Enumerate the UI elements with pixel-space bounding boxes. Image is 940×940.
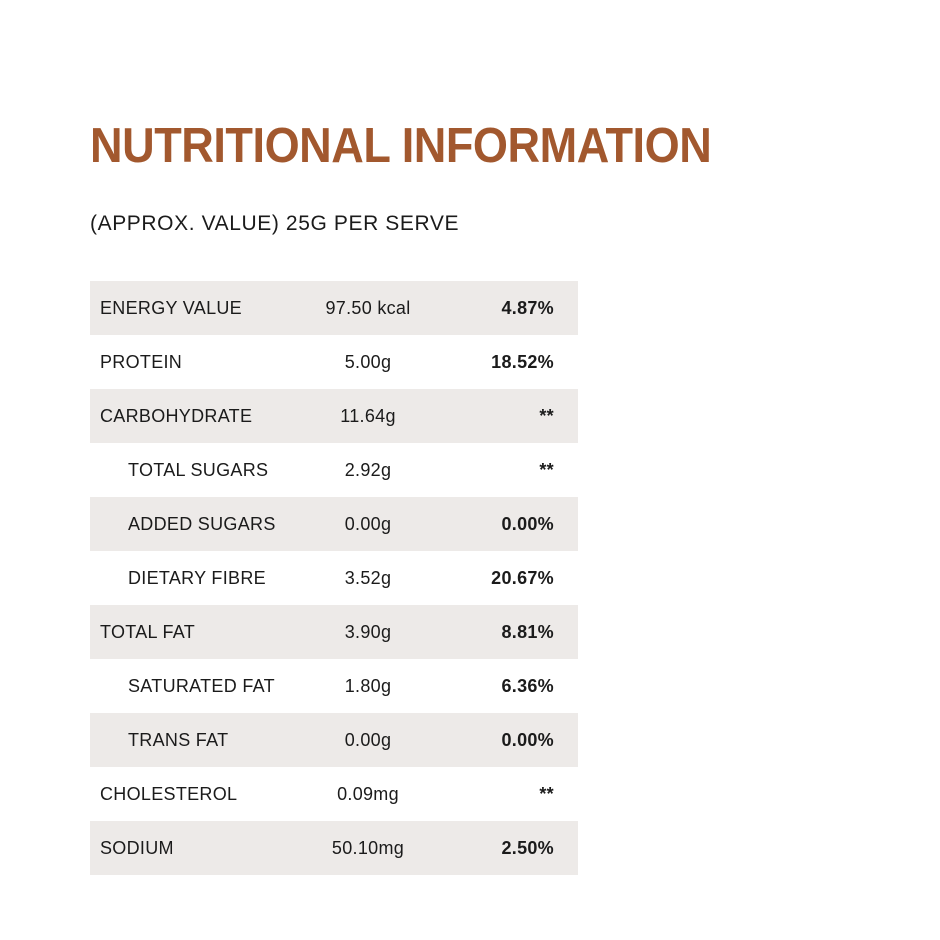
table-row: ENERGY VALUE 97.50 kcal 4.87%	[90, 281, 578, 335]
table-row: CARBOHYDRATE 11.64g **	[90, 389, 578, 443]
nutrition-table: ENERGY VALUE 97.50 kcal 4.87% PROTEIN 5.…	[90, 281, 578, 875]
nutrient-percent: 18.52%	[491, 351, 554, 372]
nutrient-value: 2.92g	[344, 459, 392, 480]
nutrient-label: CHOLESTEROL	[100, 783, 238, 804]
page-title: NUTRITIONAL INFORMATION	[90, 119, 712, 173]
nutrient-label: CARBOHYDRATE	[100, 405, 253, 426]
nutrient-value: 3.90g	[344, 621, 392, 642]
nutrient-percent: **	[539, 459, 554, 480]
nutrient-label: SATURATED FAT	[128, 675, 275, 696]
nutrient-percent: **	[539, 783, 554, 804]
nutrient-value: 0.00g	[344, 513, 392, 534]
nutrient-value: 0.00g	[344, 729, 392, 750]
serving-subtitle: (APPROX. VALUE) 25G PER SERVE	[90, 212, 460, 235]
nutrient-percent: 2.50%	[501, 837, 554, 858]
table-row: DIETARY FIBRE 3.52g 20.67%	[90, 551, 578, 605]
nutrient-value: 11.64g	[340, 405, 396, 426]
nutrient-percent: 6.36%	[501, 675, 554, 696]
nutrient-percent: 4.87%	[501, 297, 554, 318]
nutrient-value: 1.80g	[344, 675, 392, 696]
nutrition-panel: NUTRITIONAL INFORMATION (APPROX. VALUE) …	[90, 118, 850, 875]
nutrient-value: 97.50 kcal	[325, 297, 411, 318]
nutrient-label: TOTAL FAT	[100, 621, 196, 642]
table-row: CHOLESTEROL 0.09mg **	[90, 767, 578, 821]
nutrient-label: TRANS FAT	[128, 729, 229, 750]
nutrient-value: 0.09mg	[337, 783, 399, 804]
nutrient-percent: **	[539, 405, 554, 426]
nutrient-label: ENERGY VALUE	[100, 297, 242, 318]
table-row: TOTAL FAT 3.90g 8.81%	[90, 605, 578, 659]
table-row: PROTEIN 5.00g 18.52%	[90, 335, 578, 389]
nutrient-label: DIETARY FIBRE	[128, 567, 266, 588]
nutrient-percent: 20.67%	[491, 567, 554, 588]
nutrient-value: 50.10mg	[331, 837, 405, 858]
nutrient-percent: 0.00%	[501, 513, 554, 534]
nutrient-label: PROTEIN	[100, 351, 183, 372]
nutrient-label: TOTAL SUGARS	[128, 459, 269, 480]
nutrient-value: 3.52g	[344, 567, 392, 588]
nutrient-value: 5.00g	[344, 351, 392, 372]
table-row: SATURATED FAT 1.80g 6.36%	[90, 659, 578, 713]
nutrient-percent: 0.00%	[501, 729, 554, 750]
table-row: TRANS FAT 0.00g 0.00%	[90, 713, 578, 767]
nutrient-label: SODIUM	[100, 837, 174, 858]
table-row: TOTAL SUGARS 2.92g **	[90, 443, 578, 497]
nutrient-label: ADDED SUGARS	[128, 513, 276, 534]
table-row: ADDED SUGARS 0.00g 0.00%	[90, 497, 578, 551]
nutrient-percent: 8.81%	[501, 621, 554, 642]
table-row: SODIUM 50.10mg 2.50%	[90, 821, 578, 875]
